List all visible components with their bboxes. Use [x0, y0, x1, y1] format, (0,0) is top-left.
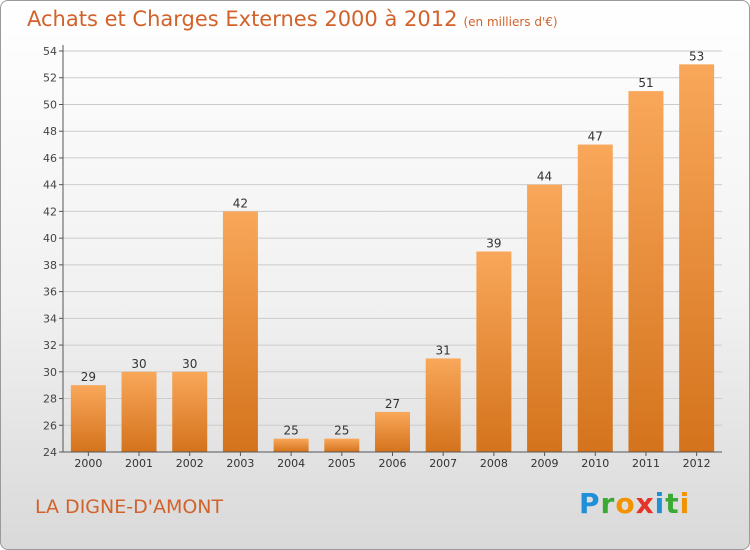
- x-tick-label: 2006: [379, 457, 407, 470]
- bar-value-label: 51: [638, 76, 653, 90]
- logo-letter: x: [635, 487, 655, 520]
- y-tick-label: 36: [43, 286, 57, 299]
- bar: [121, 371, 157, 452]
- y-tick-label: 46: [43, 152, 57, 165]
- x-tick-label: 2004: [277, 457, 305, 470]
- logo-letter: r: [600, 487, 616, 520]
- bar-value-label: 47: [588, 130, 603, 144]
- y-tick-label: 40: [43, 232, 57, 245]
- x-tick-label: 2009: [531, 457, 559, 470]
- bar-value-label: 30: [182, 357, 197, 371]
- bar: [425, 358, 461, 452]
- x-tick-label: 2002: [176, 457, 204, 470]
- y-tick-label: 30: [43, 366, 57, 379]
- bar: [577, 144, 613, 453]
- logo-letter: i: [654, 487, 666, 520]
- data-labels: 29 30 30 42 25 25 27 31 39 44 47 51 53: [81, 49, 705, 437]
- bar: [222, 211, 258, 452]
- bar-value-label: 27: [385, 397, 400, 411]
- bar-value-label: 44: [537, 170, 552, 184]
- x-tick-label: 2007: [429, 457, 457, 470]
- bar-value-label: 42: [233, 196, 248, 210]
- logo-letter: t: [665, 487, 680, 520]
- commune-name: LA DIGNE-D'AMONT: [35, 496, 224, 518]
- y-tick-label: 24: [43, 446, 57, 459]
- y-tick-label: 28: [43, 393, 57, 406]
- bar: [273, 438, 309, 452]
- chart-title-text: Achats et Charges Externes 2000 à 2012: [27, 7, 458, 31]
- y-tick-label: 32: [43, 339, 57, 352]
- bars: [70, 64, 715, 453]
- x-tick-labels: 2000 2001 2002 2003 2004 2005 2006 2007 2008 2009…: [74, 452, 711, 470]
- y-tick-label: 52: [43, 72, 57, 85]
- bar-value-label: 31: [436, 343, 451, 357]
- proxiti-logo: Proxiti: [579, 487, 690, 520]
- bar-value-label: 29: [81, 370, 96, 384]
- y-tick-label: 26: [43, 419, 57, 432]
- y-tick-label: 34: [43, 312, 57, 325]
- bar-value-label: 25: [334, 424, 349, 438]
- bar-value-label: 39: [486, 237, 501, 251]
- logo-letter: i: [679, 487, 691, 520]
- bar: [172, 371, 208, 452]
- x-tick-label: 2008: [480, 457, 508, 470]
- bar-value-label: 53: [689, 49, 704, 63]
- x-tick-label: 2010: [581, 457, 609, 470]
- y-tick-label: 54: [43, 45, 57, 58]
- logo-letter: o: [615, 487, 636, 520]
- logo-letter: P: [579, 487, 601, 520]
- bar: [324, 438, 360, 452]
- axes: [62, 45, 722, 453]
- y-tick-label: 38: [43, 259, 57, 272]
- bar: [679, 64, 715, 452]
- bar-value-label: 30: [131, 357, 146, 371]
- bar: [628, 91, 664, 452]
- y-tick-label: 48: [43, 125, 57, 138]
- bar: [476, 251, 512, 452]
- x-tick-label: 2012: [683, 457, 711, 470]
- chart-unit: (en milliers d'€): [463, 15, 558, 29]
- bar-value-label: 25: [283, 424, 298, 438]
- x-tick-label: 2011: [632, 457, 660, 470]
- x-tick-label: 2005: [328, 457, 356, 470]
- y-gridlines: [63, 50, 722, 453]
- bar: [70, 385, 106, 452]
- y-tick-label: 44: [43, 179, 57, 192]
- y-tick-label: 50: [43, 98, 57, 111]
- chart-title: Achats et Charges Externes 2000 à 2012 (e…: [27, 7, 558, 31]
- y-tick-label: 42: [43, 205, 57, 218]
- x-tick-label: 2000: [74, 457, 102, 470]
- bar: [527, 184, 563, 452]
- y-tick-labels: 24 26 28 30 32 34 36 38 40 42 44 46 48 50 52 54: [43, 45, 63, 459]
- x-tick-label: 2001: [125, 457, 153, 470]
- x-tick-label: 2003: [226, 457, 254, 470]
- bar: [375, 411, 410, 452]
